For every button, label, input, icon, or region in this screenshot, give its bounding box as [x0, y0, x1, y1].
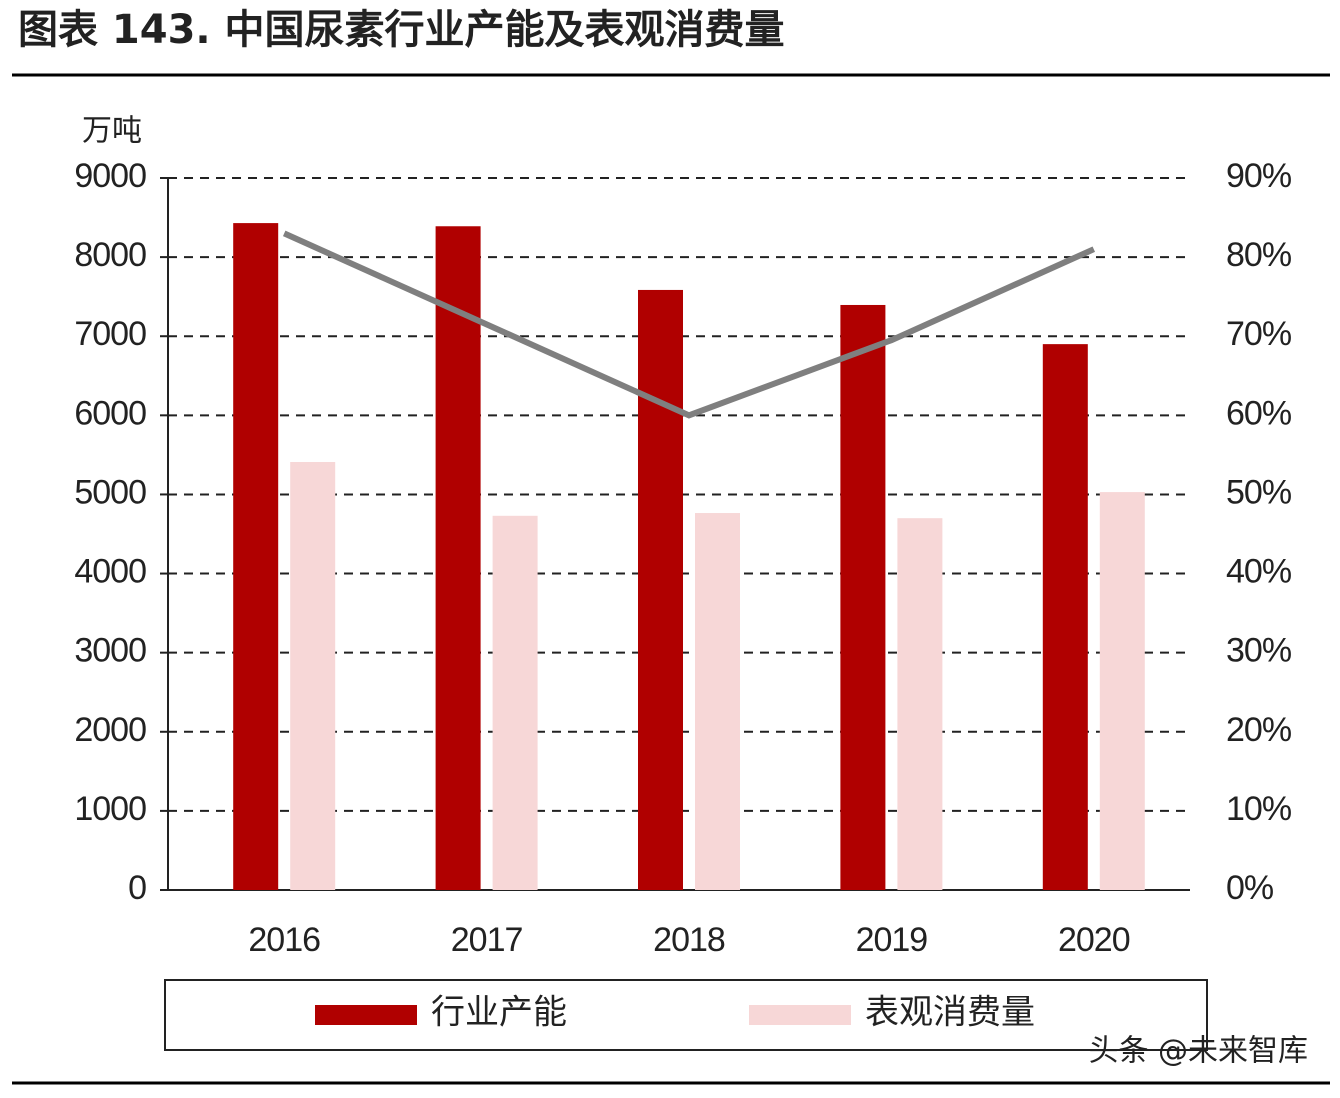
y2-tick-label: 30%: [1226, 632, 1292, 670]
y-axis-label: 万吨: [82, 114, 142, 149]
bar: [638, 289, 683, 890]
bar: [1042, 344, 1088, 891]
line: [282, 230, 1096, 419]
y-tick-label: 9000: [74, 157, 146, 195]
y2-tick-label: 90%: [1226, 157, 1292, 195]
y2-tick-label: 40%: [1226, 553, 1292, 591]
legend-label: 行业产能: [431, 993, 567, 1033]
bar: [492, 515, 538, 890]
y-tick-label: 2000: [74, 711, 146, 749]
x-tick-label: 2020: [1058, 921, 1130, 959]
legend-swatch: [315, 1005, 417, 1025]
y2-tick-label: 70%: [1226, 315, 1292, 353]
y2-tick-label: 0%: [1226, 869, 1274, 907]
x-tick-label: 2017: [451, 921, 523, 959]
y-tick-label: 0: [128, 869, 146, 907]
watermark: 头条 @未来智库: [1088, 1034, 1308, 1069]
bar: [1099, 492, 1145, 890]
x-tick-label: 2019: [856, 921, 928, 959]
x-tick-label: 2018: [653, 921, 725, 959]
y2-tick-label: 60%: [1226, 394, 1292, 432]
bar: [897, 518, 943, 890]
legend-box: [164, 979, 1208, 1051]
y2-tick-label: 10%: [1226, 790, 1292, 828]
legend-label: 表观消费量: [865, 993, 1035, 1033]
bar: [840, 304, 886, 890]
y2-tick-label: 20%: [1226, 711, 1292, 749]
bar: [290, 462, 336, 890]
y-tick-label: 4000: [74, 553, 146, 591]
y-tick-label: 8000: [74, 236, 146, 274]
y-tick-label: 5000: [74, 473, 146, 511]
y-tick-label: 1000: [74, 790, 146, 828]
x-tick-label: 2016: [248, 921, 320, 959]
bar: [435, 226, 481, 890]
chart-title: 图表 143. 中国尿素行业产能及表观消费量: [18, 7, 785, 53]
bar: [695, 513, 740, 890]
legend-swatch: [749, 1005, 851, 1025]
y-tick-label: 6000: [74, 394, 146, 432]
y-tick-label: 7000: [74, 315, 146, 353]
bar: [233, 223, 279, 891]
y-tick-label: 3000: [74, 632, 146, 670]
y2-tick-label: 80%: [1226, 236, 1292, 274]
y2-tick-label: 50%: [1226, 473, 1292, 511]
